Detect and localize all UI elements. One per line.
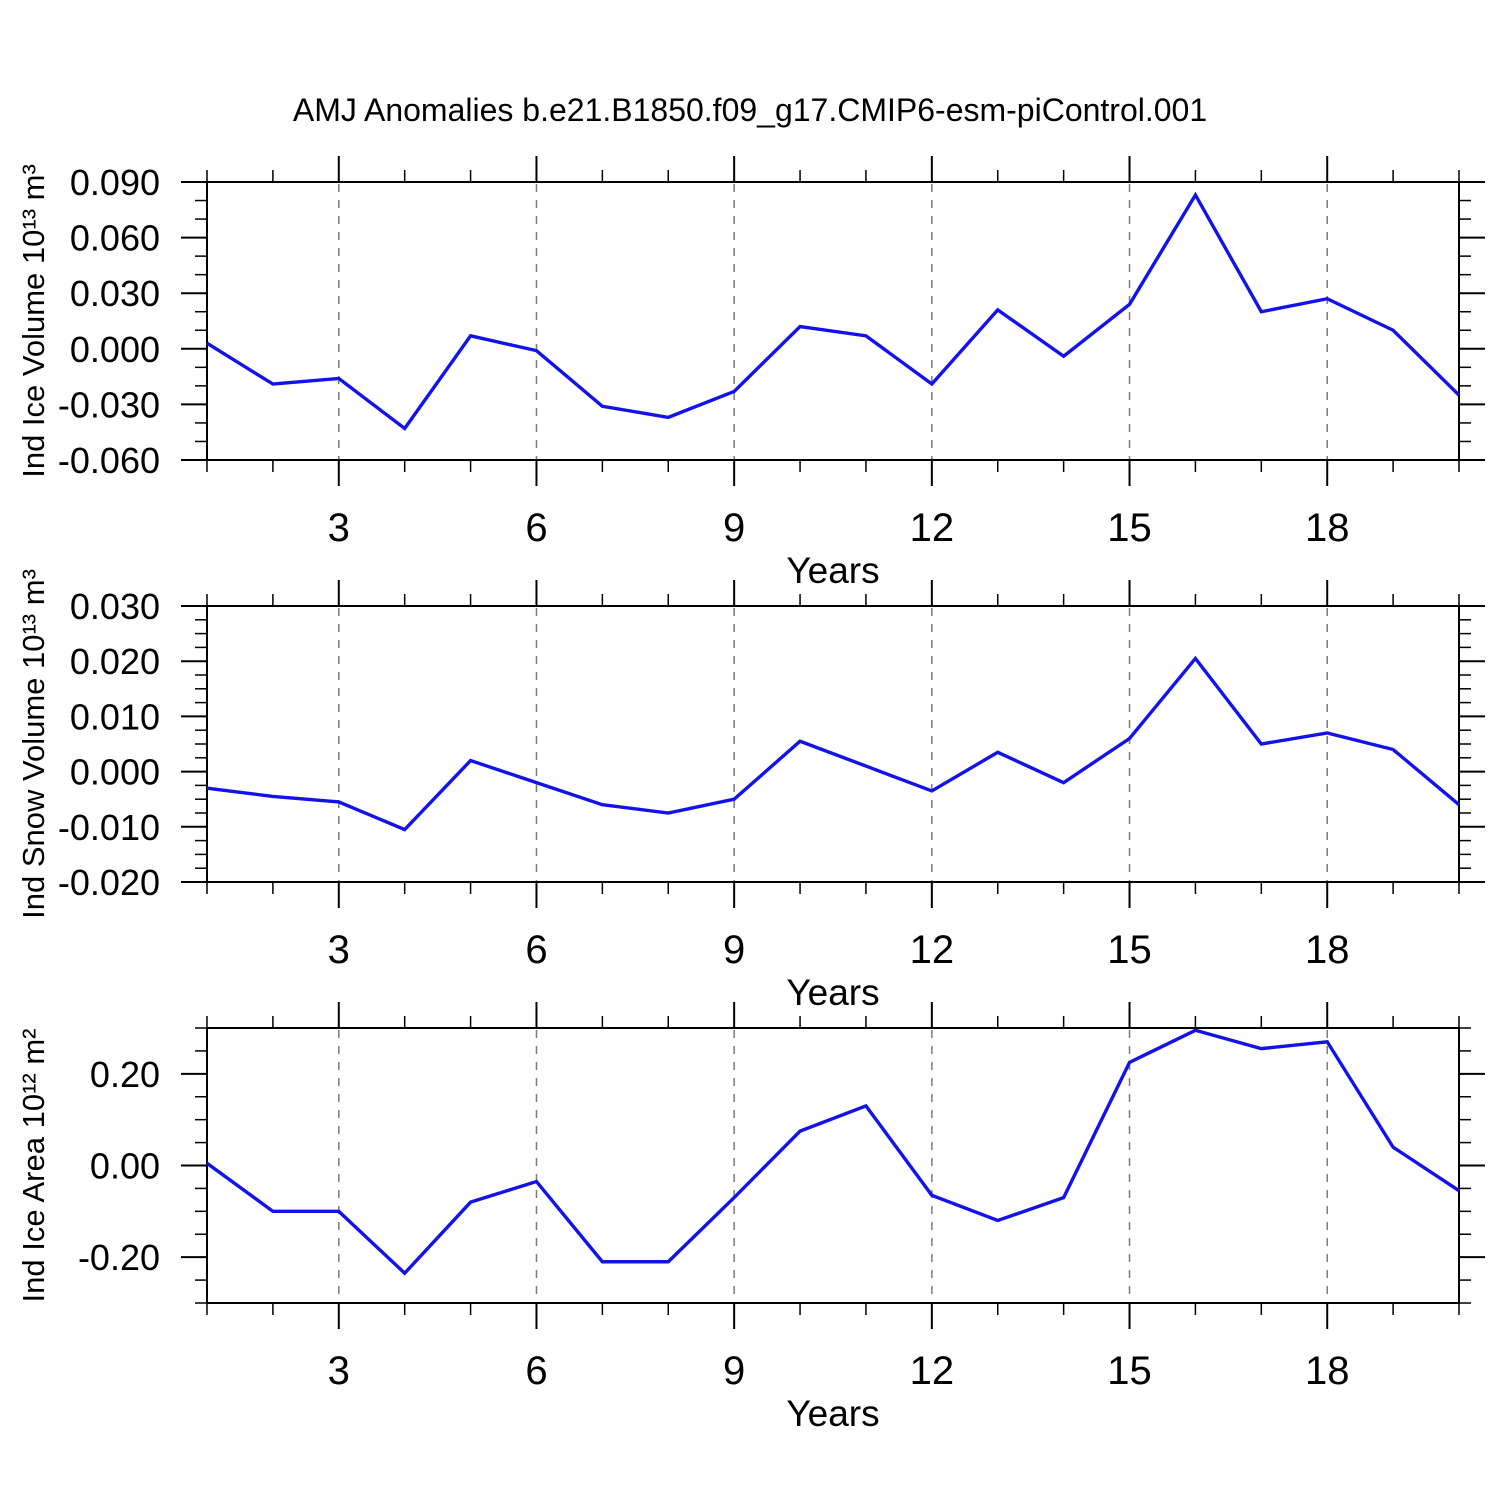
- y-tick-label: 0.000: [70, 329, 160, 370]
- panels-group: 3 6 9 12 15 18 0.090 0.060 0.030 0.000 -0.030 -0.06…: [16, 156, 1485, 1434]
- panel-2: 3 6 9 12 15 18 0.030 0.020 0.010 0.000 -0.010 -0.02…: [16, 569, 1485, 1013]
- x-tick-label: 6: [525, 928, 547, 972]
- y-tick-label: -0.20: [78, 1237, 160, 1278]
- y-axis-label: Ind Ice Area 10¹² m²: [16, 1029, 51, 1303]
- y-tick-label: 0.010: [70, 696, 160, 737]
- x-tick-label: 12: [910, 928, 955, 972]
- panel-1: 3 6 9 12 15 18 0.090 0.060 0.030 0.000 -0.030 -0.06…: [16, 156, 1485, 591]
- x-tick-label: 15: [1107, 506, 1152, 550]
- x-tick-label: 3: [328, 928, 350, 972]
- figure-title: AMJ Anomalies b.e21.B1850.f09_g17.CMIP6-…: [293, 92, 1207, 128]
- y-axis-label: Ind Ice Volume 10¹³ m³: [16, 164, 51, 478]
- y-tick-label: -0.060: [58, 440, 160, 481]
- y-tick-label: 0.00: [90, 1146, 160, 1187]
- y-tick-label: -0.030: [58, 384, 160, 425]
- x-tick-label: 3: [328, 1349, 350, 1393]
- x-tick-label: 6: [525, 1349, 547, 1393]
- x-axis-label: Years: [786, 550, 879, 591]
- x-tick-label: 9: [723, 928, 745, 972]
- plot-frame: [206, 181, 1460, 461]
- x-tick-label: 9: [723, 1349, 745, 1393]
- y-tick-label: 0.020: [70, 641, 160, 682]
- x-tick-label: 15: [1107, 928, 1152, 972]
- panel-3: 3 6 9 12 15 18 0.20 0.00 -0.20 Ind Ice Area 10¹² …: [16, 1002, 1485, 1434]
- y-axis-label: Ind Snow Volume 10¹³ m³: [16, 569, 51, 919]
- x-tick-label: 15: [1107, 1349, 1152, 1393]
- plot-frame: [206, 1027, 1460, 1304]
- x-tick-label: 12: [910, 1349, 955, 1393]
- data-line: [205, 1028, 1460, 1276]
- x-tick-label: 3: [328, 506, 350, 550]
- y-tick-label: 0.090: [70, 162, 160, 203]
- x-axis-label: Years: [786, 972, 879, 1013]
- y-tick-label: -0.020: [58, 862, 160, 903]
- y-tick-label: -0.010: [58, 807, 160, 848]
- x-axis-label: Years: [786, 1393, 879, 1434]
- y-tick-label: 0.030: [70, 273, 160, 314]
- x-tick-label: 18: [1305, 1349, 1350, 1393]
- x-tick-label: 12: [910, 506, 955, 550]
- y-tick-label: 0.20: [90, 1054, 160, 1095]
- data-line: [206, 655, 1461, 832]
- x-tick-label: 18: [1305, 928, 1350, 972]
- y-tick-label: 0.060: [70, 218, 160, 259]
- y-tick-label: 0.030: [70, 586, 160, 627]
- plot-frame: [206, 605, 1460, 883]
- x-tick-label: 18: [1305, 506, 1350, 550]
- data-line: [206, 191, 1461, 431]
- x-tick-label: 9: [723, 506, 745, 550]
- x-tick-label: 6: [525, 506, 547, 550]
- y-tick-label: 0.000: [70, 752, 160, 793]
